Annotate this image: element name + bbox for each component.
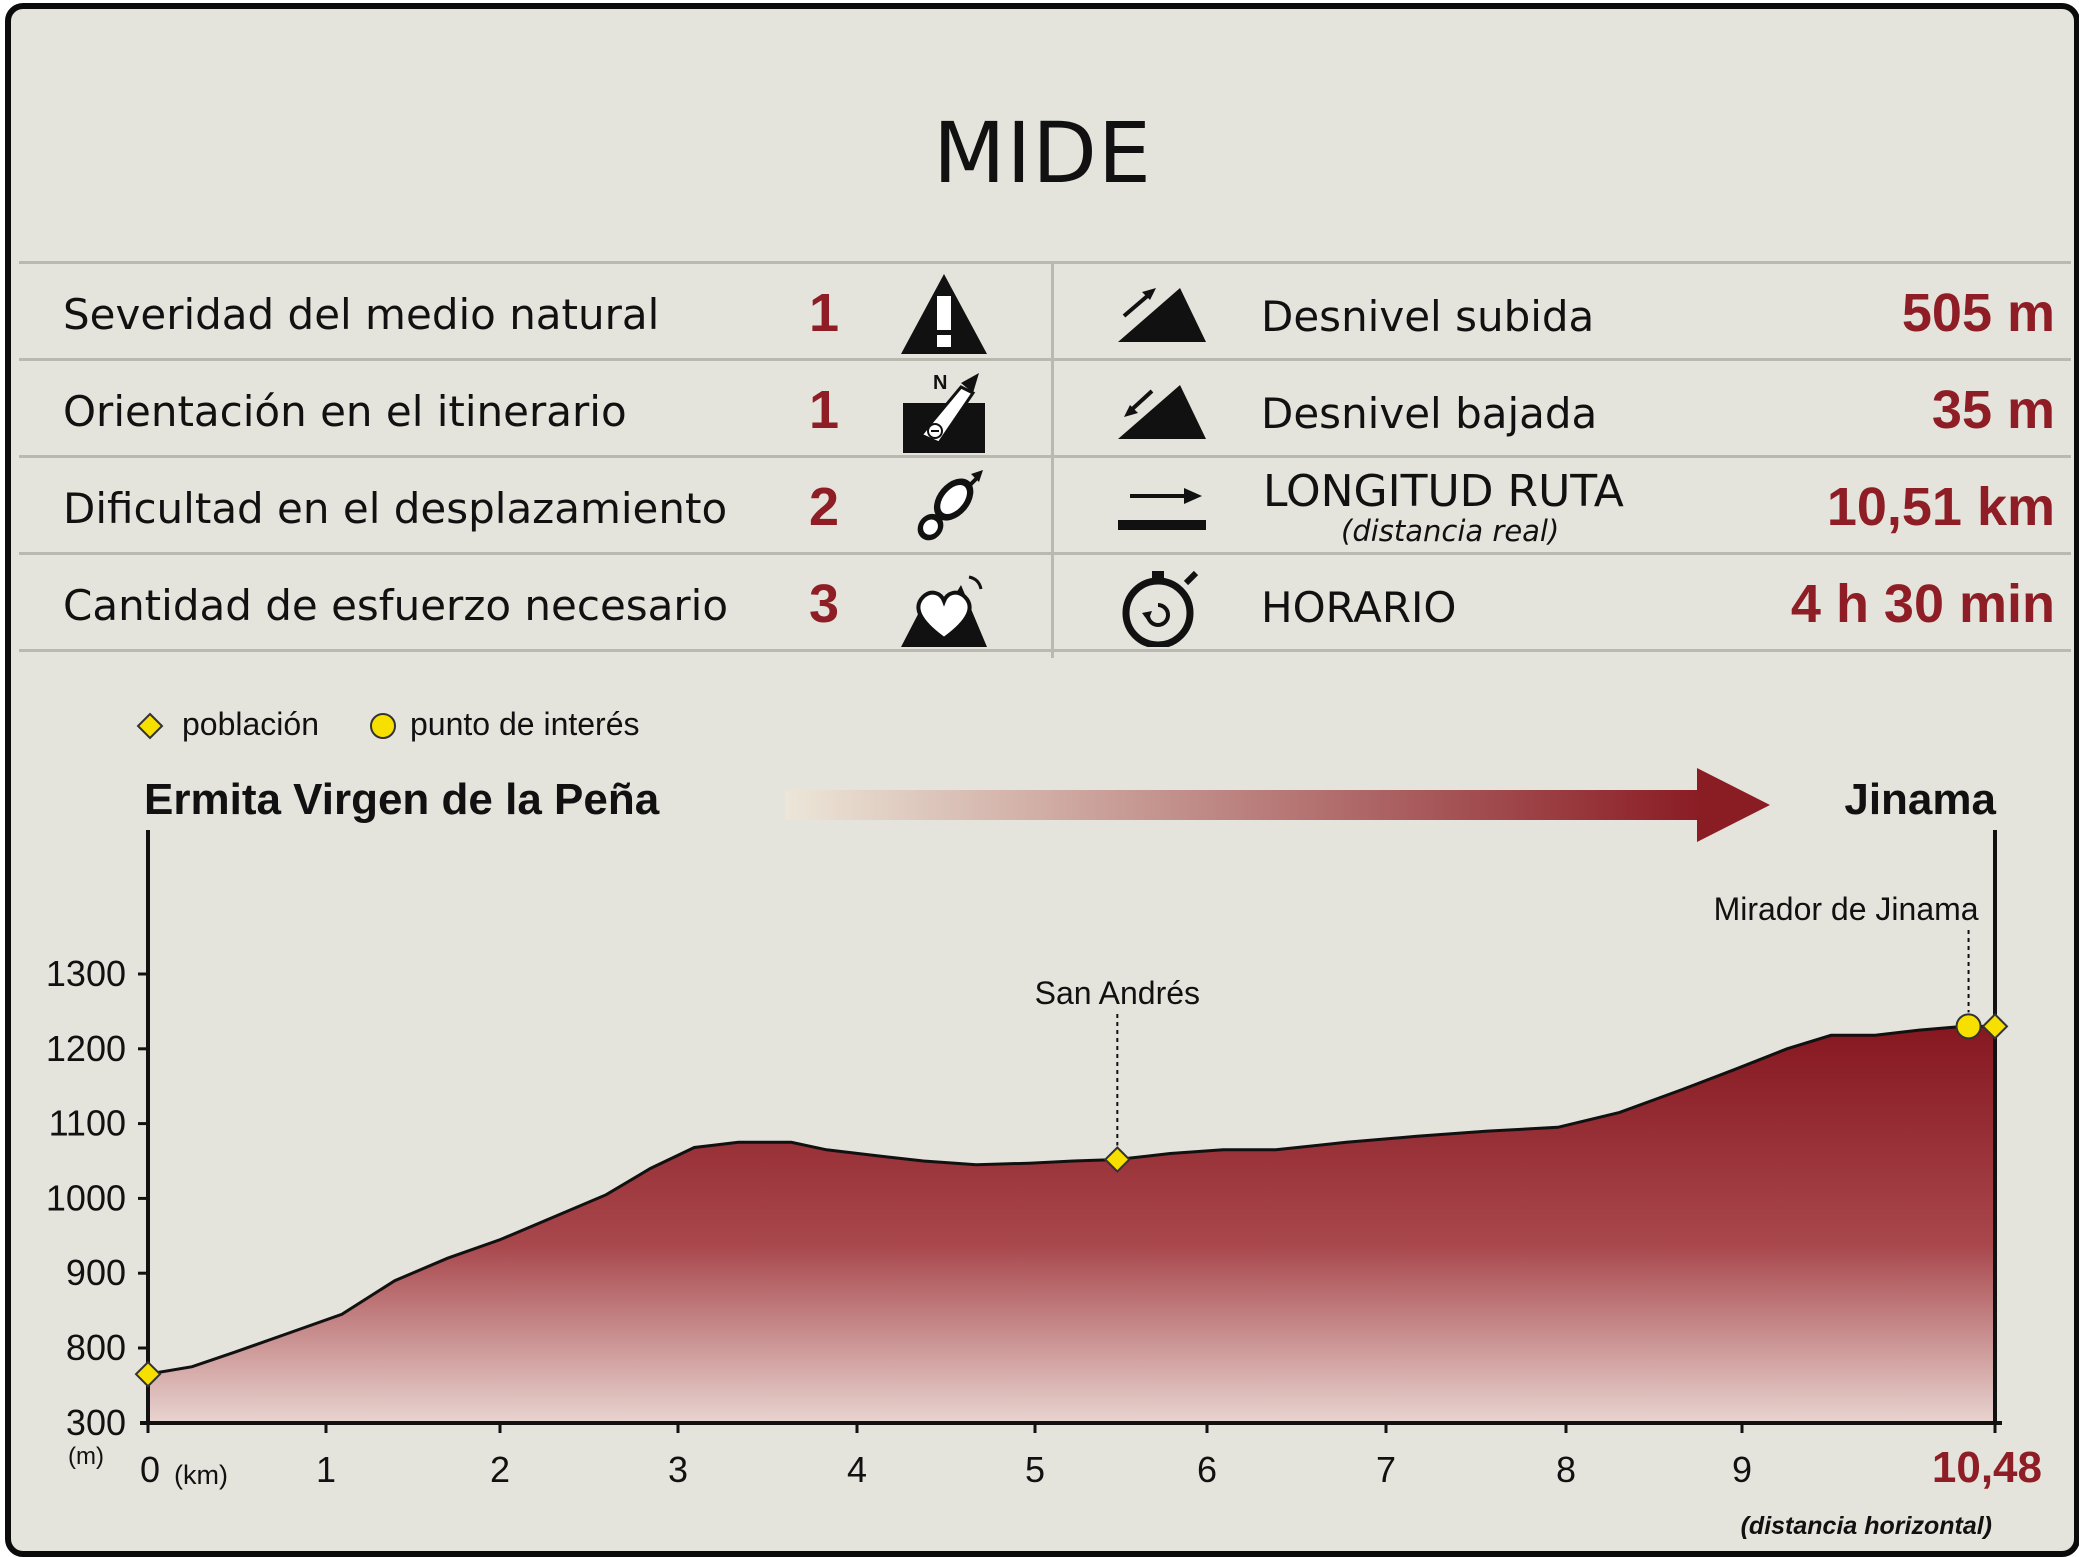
descent-slope-icon — [1118, 385, 1206, 439]
distance-arrow-icon — [1118, 488, 1206, 530]
route-end-label: Jinama — [1844, 775, 1996, 824]
mide-row-esfuerzo: Cantidad de esfuerzo necesario 3 HORARIO… — [19, 555, 2071, 649]
y-tick-label: 1200 — [46, 1028, 126, 1069]
legend-circle-icon — [370, 713, 396, 739]
x-tick-label: 2 — [490, 1449, 510, 1490]
table-divider — [19, 358, 2071, 361]
mide-table: Severidad del medio natural 1 Desnivel s… — [19, 261, 2071, 658]
ascent-slope-icon — [1118, 288, 1206, 342]
marker-label: San Andrés — [1035, 975, 1200, 1011]
direction-arrow-bar — [785, 790, 1701, 820]
stat-label: LONGITUD RUTA — [1263, 466, 1624, 517]
mide-row-dificultad: Dificultad en el desplazamiento 2 LONGIT… — [19, 458, 2071, 552]
mide-label: Severidad del medio natural — [63, 290, 660, 339]
table-divider — [19, 455, 2071, 458]
legend-label-punto-interes: punto de interés — [410, 706, 640, 742]
y-axis-unit: (m) — [68, 1443, 104, 1470]
stat-value: 4 h 30 min — [1790, 574, 2055, 634]
table-column-divider — [1051, 261, 1054, 658]
point-of-interest-marker — [1955, 1013, 1982, 1040]
compass-map-icon: N — [903, 372, 985, 453]
stat-label: HORARIO — [1261, 583, 1457, 632]
x-tick-label: 5 — [1025, 1449, 1045, 1490]
stat-label: Desnivel bajada — [1261, 389, 1598, 438]
x-tick-label: 6 — [1197, 1449, 1217, 1490]
mide-level: 1 — [809, 380, 840, 440]
y-tick-label: 800 — [66, 1327, 126, 1368]
mide-level: 1 — [809, 283, 840, 343]
mide-label: Orientación en el itinerario — [63, 387, 627, 436]
town-marker — [134, 1360, 162, 1388]
elevation-profile-area — [146, 1024, 1997, 1425]
stat-sublabel: (distancia real) — [1341, 514, 1560, 548]
table-divider — [19, 261, 2071, 264]
stopwatch-icon — [1122, 570, 1199, 647]
mide-label: Cantidad de esfuerzo necesario — [63, 581, 729, 630]
x-axis-end-label: 10,48 — [1932, 1443, 2042, 1492]
stat-label: Desnivel subida — [1261, 292, 1595, 341]
x-tick-label: 1 — [316, 1449, 336, 1490]
y-tick-label: 900 — [66, 1252, 126, 1293]
marker-label: Mirador de Jinama — [1714, 891, 1979, 927]
table-divider — [19, 649, 2071, 652]
mide-level: 3 — [809, 574, 840, 634]
x-tick-label: 9 — [1732, 1449, 1752, 1490]
x-tick-label: 8 — [1556, 1449, 1576, 1490]
heart-effort-icon — [901, 575, 987, 647]
stat-value: 505 m — [1901, 283, 2055, 343]
y-tick-label: 1100 — [49, 1103, 126, 1144]
mide-label: Dificultad en el desplazamiento — [63, 484, 728, 533]
x-axis-note: (distancia horizontal) — [1741, 1512, 1992, 1540]
direction-arrow-head — [1697, 768, 1770, 842]
y-tick-label: 1000 — [46, 1177, 126, 1218]
mide-row-orientacion: Orientación en el itinerario 1 N Desnive… — [19, 361, 2071, 455]
footprint-icon — [917, 470, 983, 541]
x-tick-label: 3 — [668, 1449, 688, 1490]
legend-diamond-icon — [136, 712, 164, 740]
stat-value: 35 m — [1931, 380, 2055, 440]
x-axis-unit: (km) — [174, 1460, 228, 1490]
table-divider — [19, 552, 2071, 555]
svg-text:N: N — [933, 372, 947, 394]
legend-label-poblacion: población — [182, 706, 319, 742]
stat-value: 10,51 km — [1826, 477, 2055, 537]
town-marker — [1103, 1146, 1131, 1173]
mide-level: 2 — [809, 477, 840, 537]
mide-row-severidad: Severidad del medio natural 1 Desnivel s… — [19, 264, 2071, 358]
town-marker — [1981, 1012, 2009, 1040]
warning-triangle-icon — [901, 274, 987, 354]
y-axis-bottom-label: 300 — [66, 1402, 126, 1443]
y-tick-label: 1300 — [46, 953, 126, 994]
route-start-label: Ermita Virgen de la Peña — [144, 775, 660, 824]
x-tick-label: 0 — [140, 1449, 160, 1490]
x-tick-label: 7 — [1376, 1449, 1396, 1490]
mide-title: MIDE — [932, 104, 1152, 202]
x-tick-label: 4 — [847, 1449, 867, 1490]
